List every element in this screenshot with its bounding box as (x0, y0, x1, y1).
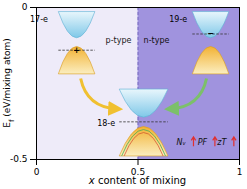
svg-text:zT: zT (216, 138, 227, 147)
svg-text:Ef (eV/mixing atom): Ef (eV/mixing atom) (2, 38, 16, 127)
svg-text:1: 1 (237, 167, 243, 177)
svg-text:-0.5: -0.5 (10, 154, 28, 164)
svg-text:−: − (207, 29, 214, 38)
svg-text:Nᵥ: Nᵥ (176, 138, 186, 147)
svg-text:19-e: 19-e (169, 15, 187, 24)
svg-text:0: 0 (22, 2, 28, 12)
svg-text:PF: PF (198, 138, 208, 147)
svg-text:p-type: p-type (106, 36, 132, 45)
svg-text:17-e: 17-e (30, 15, 48, 24)
svg-text:n-type: n-type (144, 36, 170, 45)
svg-text:18-e: 18-e (97, 119, 115, 128)
svg-text:0: 0 (34, 167, 40, 177)
svg-text:x content of mixing: x content of mixing (88, 175, 186, 186)
svg-text:+: + (73, 46, 80, 55)
svg-text:0.5: 0.5 (130, 166, 146, 177)
